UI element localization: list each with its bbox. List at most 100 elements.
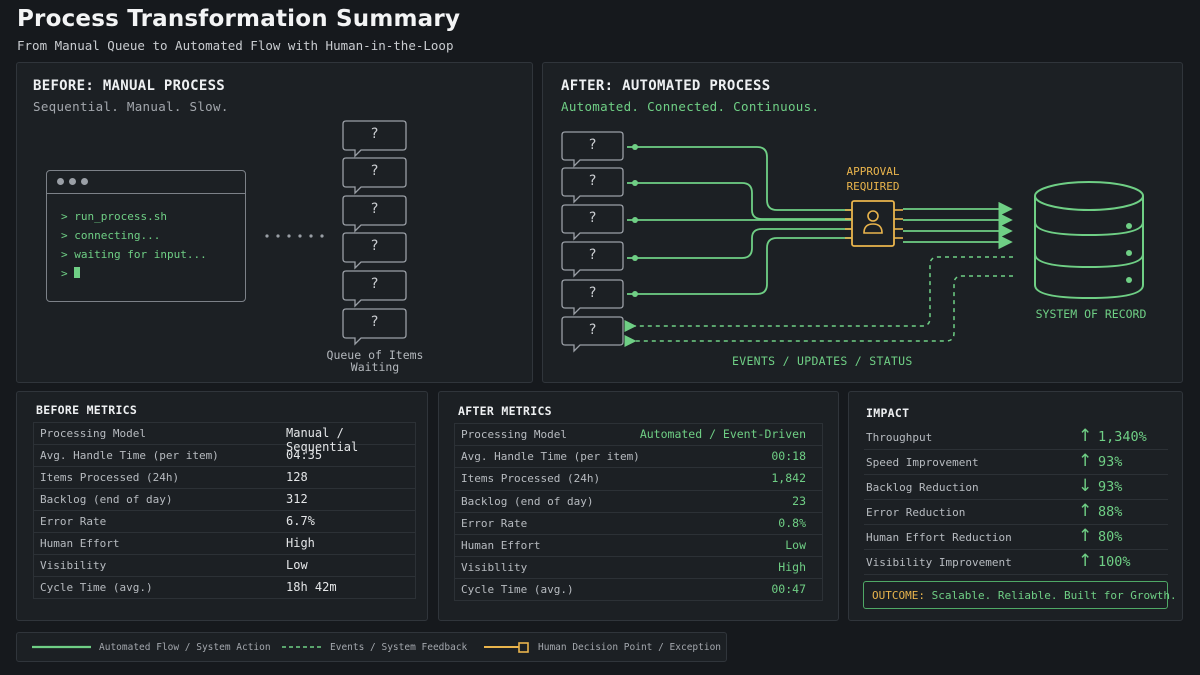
impact-label: Error Reduction [866, 506, 966, 519]
metric-label: Human Effort [461, 539, 541, 552]
queue-item-bubble [342, 120, 407, 158]
approval-label-line: APPROVAL [846, 165, 900, 178]
impact-panel [848, 391, 1183, 621]
terminal-line: > connecting... [61, 229, 161, 242]
after-process-tagline: Automated. Connected. Continuous. [561, 99, 820, 114]
events-label: EVENTS / UPDATES / STATUS [732, 354, 913, 368]
queue-item-bubble [342, 157, 407, 195]
trend-arrow-icon: ↑ [1078, 451, 1093, 471]
metric-value: 6.7% [286, 514, 315, 528]
queue-item-bubble [342, 308, 407, 346]
impact-value: 100% [1098, 554, 1131, 570]
metric-value: Automated / Event-Driven [639, 427, 806, 441]
terminal-titlebar [47, 171, 245, 194]
queue-label: Queue of Items Waiting [320, 349, 430, 373]
before-metrics-panel [16, 391, 428, 621]
metric-label: Processing Model [40, 427, 146, 440]
metric-value: Low [286, 558, 308, 572]
metric-value: High [778, 560, 806, 575]
queue-item-marker: ? [370, 163, 379, 179]
queue-item-bubble [561, 316, 624, 353]
metric-value: 312 [286, 492, 308, 506]
terminal-prompt: > [61, 267, 81, 280]
metric-row: Cycle Time (avg.) 18h 42m [34, 577, 415, 599]
metric-row: Error Rate 0.8% [455, 513, 822, 535]
metric-row: Visibility Low [34, 555, 415, 577]
queue-item-bubble [561, 204, 624, 241]
metric-value: High [286, 536, 315, 550]
impact-label: Visibility Improvement [866, 556, 1012, 569]
impact-row: Error Reduction ↑ 88% [864, 500, 1168, 525]
impact-row: Backlog Reduction ↓ 93% [864, 475, 1168, 500]
impact-value: 88% [1098, 504, 1123, 520]
automated-flow-lines [627, 144, 1013, 297]
metric-row: Processing Model Automated / Event-Driven [455, 424, 822, 447]
terminal-dot-icon [57, 178, 64, 185]
before-metrics-table [33, 422, 416, 599]
metric-value: 128 [286, 470, 308, 484]
legend-panel [16, 632, 727, 662]
terminal-dot-icon [81, 178, 88, 185]
metric-row: Error Rate 6.7% [34, 511, 415, 533]
queue-item-bubble [342, 195, 407, 233]
metric-value: 23 [792, 493, 806, 508]
metric-value: 0.8% [778, 515, 806, 530]
metric-label: Avg. Handle Time (per item) [461, 450, 640, 464]
queue-item-marker: ? [370, 314, 379, 330]
legend-events-label: Events / System Feedback [330, 642, 468, 653]
metric-row: Avg. Handle Time (per item) 04:35 [34, 445, 415, 467]
metric-value: 00:18 [771, 449, 806, 464]
metric-row: Avg. Handle Time (per item) 00:18 [455, 446, 822, 469]
queue-item-bubble [561, 131, 624, 168]
metric-row: Backlog (end of day) 23 [455, 491, 822, 513]
queue-item-marker: ? [588, 137, 597, 153]
trend-arrow-icon: ↓ [1078, 476, 1093, 496]
metric-row: Processing Model Manual / Sequential [34, 423, 415, 454]
metric-label: Backlog (end of day) [461, 494, 594, 508]
queue-item-marker: ? [370, 201, 379, 217]
page-title: Process Transformation Summary [17, 6, 461, 32]
terminal-dot-icon [69, 178, 76, 185]
metric-label: Items Processed (24h) [40, 471, 180, 484]
impact-label: Speed Improvement [866, 456, 979, 469]
terminal-line: > waiting for input... [61, 248, 207, 261]
queue-item-marker: ? [588, 247, 597, 263]
system-of-record-label: SYSTEM OF RECORD [1035, 307, 1147, 321]
approval-label-line: REQUIRED [846, 180, 900, 193]
after-metrics-title: AFTER METRICS [458, 404, 552, 418]
terminal-window: > run_process.sh > connecting... > waiti… [46, 170, 246, 302]
metric-label: Items Processed (24h) [461, 472, 601, 486]
metric-value: Low [785, 538, 806, 552]
metric-label: Visibility [40, 559, 107, 572]
metric-label: Human Effort [40, 537, 120, 550]
metric-label: Avg. Handle Time (per item) [40, 449, 219, 462]
impact-row: Visibility Improvement ↑ 100% [864, 550, 1168, 575]
queue-item-marker: ? [588, 210, 597, 226]
impact-label: Throughput [866, 431, 933, 444]
terminal-line: > run_process.sh [61, 210, 167, 223]
impact-value: 93% [1098, 479, 1123, 495]
metric-row: Human Effort Low [455, 535, 822, 558]
metric-row: Items Processed (24h) 128 [34, 467, 415, 489]
impact-row: Throughput ↑ 1,340% [864, 425, 1168, 450]
metric-label: Backlog (end of day) [40, 493, 173, 506]
after-metrics-table [454, 423, 823, 601]
events-feedback-lines [624, 256, 1013, 347]
cursor-icon [74, 267, 81, 278]
queue-item-bubble [561, 241, 624, 278]
metric-value: 00:47 [771, 582, 806, 597]
metric-row: Human Effort High [34, 533, 415, 555]
metric-label: Error Rate [461, 516, 528, 530]
after-process-heading: AFTER: AUTOMATED PROCESS [561, 78, 771, 94]
queue-item-marker: ? [588, 173, 597, 189]
person-icon [863, 210, 883, 234]
before-process-heading: BEFORE: MANUAL PROCESS [33, 78, 226, 94]
metric-value: 04:35 [286, 448, 323, 462]
approval-node [845, 200, 903, 247]
queue-item-marker: ? [588, 285, 597, 301]
impact-label: Human Effort Reduction [866, 531, 1012, 544]
queue-item-bubble [342, 232, 407, 270]
metric-row: Items Processed (24h) 1,842 [455, 468, 822, 491]
